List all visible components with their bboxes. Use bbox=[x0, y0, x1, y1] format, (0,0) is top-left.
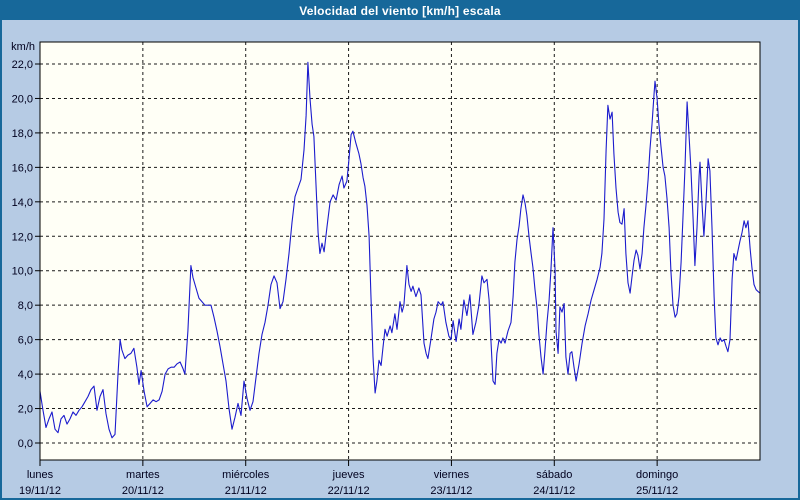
y-tick-label: 20,0 bbox=[12, 93, 33, 105]
y-axis-unit-label: km/h bbox=[11, 41, 35, 53]
y-tick-label: 10,0 bbox=[12, 266, 33, 278]
y-tick-label: 14,0 bbox=[12, 197, 33, 209]
day-name-label: viernes bbox=[434, 469, 470, 481]
chart-title: Velocidad del viento [km/h] escala bbox=[299, 4, 501, 18]
plot-area bbox=[40, 42, 760, 460]
y-tick-label: 0,0 bbox=[18, 438, 33, 450]
y-tick-label: 22,0 bbox=[12, 59, 33, 71]
day-name-label: jueves bbox=[332, 469, 365, 481]
day-date-label: 22/11/12 bbox=[328, 485, 370, 497]
day-date-label: 23/11/12 bbox=[430, 485, 472, 497]
y-tick-label: 16,0 bbox=[12, 162, 33, 174]
day-name-label: sábado bbox=[536, 469, 572, 481]
day-date-label: 21/11/12 bbox=[225, 485, 267, 497]
y-tick-label: 18,0 bbox=[12, 128, 33, 140]
y-tick-label: 2,0 bbox=[18, 404, 33, 416]
plot-border bbox=[39, 41, 761, 461]
day-name-label: lunes bbox=[27, 469, 54, 481]
day-name-label: domingo bbox=[636, 469, 678, 481]
y-tick-label: 8,0 bbox=[18, 300, 33, 312]
day-name-label: martes bbox=[126, 469, 160, 481]
day-name-label: miércoles bbox=[222, 469, 270, 481]
day-date-label: 25/11/12 bbox=[636, 485, 678, 497]
day-date-label: 20/11/12 bbox=[122, 485, 164, 497]
wind-speed-chart: 0,0 2,0 4,0 6,0 8,0 10,0 12,0 14,0 16,0 18,0 20,0 2… bbox=[11, 41, 761, 497]
y-tick-label: 4,0 bbox=[18, 369, 33, 381]
day-date-label: 24/11/12 bbox=[533, 485, 575, 497]
chart-frame: 0,0 2,0 4,0 6,0 8,0 10,0 12,0 14,0 16,0 18,0 20,0 2… bbox=[2, 20, 798, 498]
day-date-label: 19/11/12 bbox=[19, 485, 61, 497]
y-tick-label: 12,0 bbox=[12, 231, 33, 243]
y-tick-label: 6,0 bbox=[18, 335, 33, 347]
wind-speed-line bbox=[39, 61, 761, 439]
chart-title-bar: Velocidad del viento [km/h] escala bbox=[2, 2, 798, 20]
